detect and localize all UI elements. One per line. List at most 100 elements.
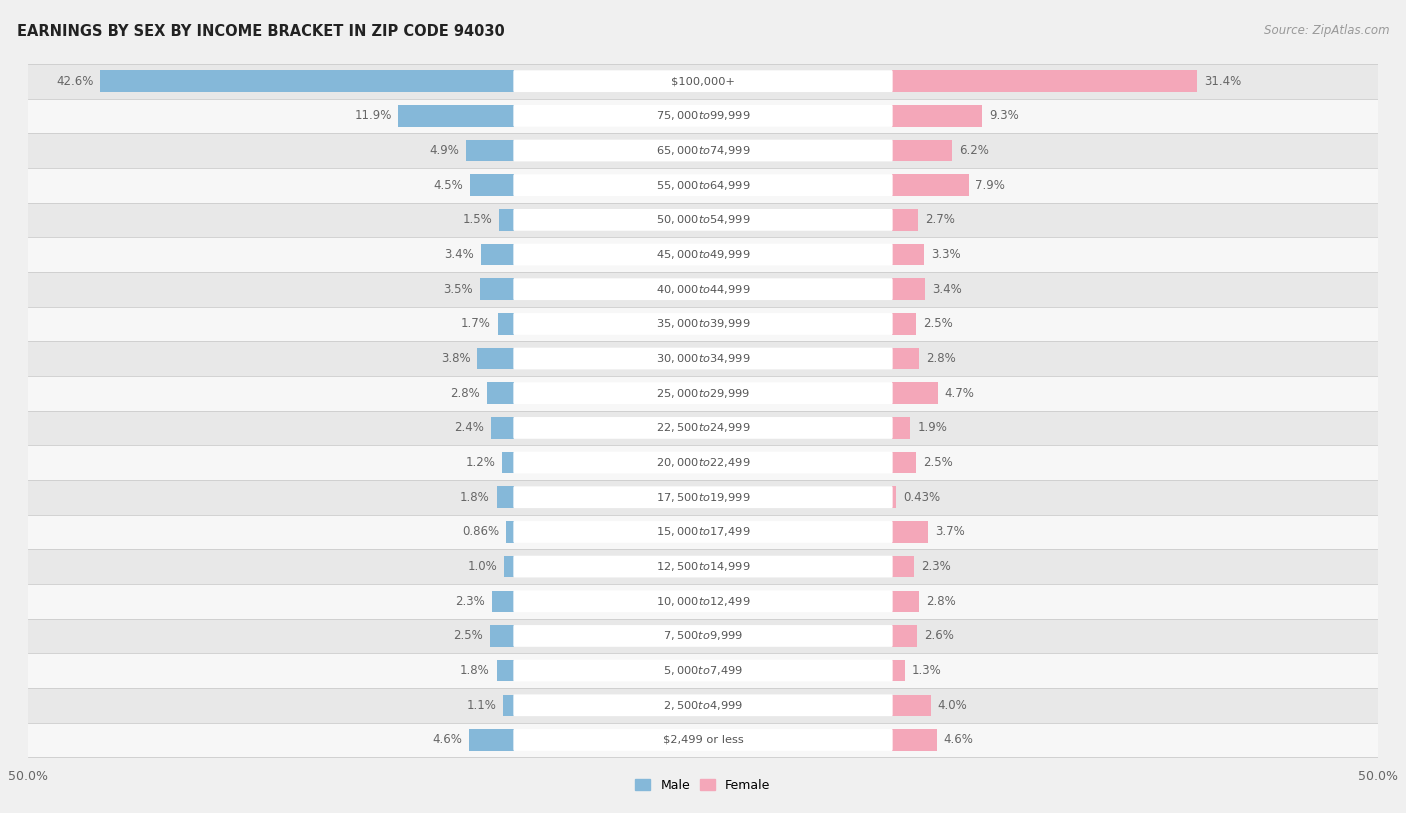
Text: $2,500 to $4,999: $2,500 to $4,999: [664, 699, 742, 711]
Bar: [891, 660, 904, 681]
Bar: [496, 486, 515, 508]
Bar: [891, 521, 928, 542]
FancyBboxPatch shape: [513, 209, 893, 231]
Bar: [499, 209, 515, 231]
Bar: [503, 694, 515, 716]
Bar: [28, 237, 1378, 272]
Text: $5,000 to $7,499: $5,000 to $7,499: [664, 664, 742, 677]
Bar: [891, 417, 911, 439]
Bar: [481, 244, 515, 265]
Text: 4.9%: 4.9%: [430, 144, 460, 157]
FancyBboxPatch shape: [513, 140, 893, 162]
FancyBboxPatch shape: [513, 694, 893, 716]
Text: 1.9%: 1.9%: [917, 421, 948, 434]
Bar: [470, 729, 515, 750]
FancyBboxPatch shape: [513, 70, 893, 92]
FancyBboxPatch shape: [513, 313, 893, 335]
Text: $10,000 to $12,499: $10,000 to $12,499: [655, 595, 751, 608]
Text: $20,000 to $22,499: $20,000 to $22,499: [655, 456, 751, 469]
Bar: [28, 619, 1378, 654]
Bar: [28, 202, 1378, 237]
FancyBboxPatch shape: [513, 382, 893, 404]
Bar: [470, 175, 515, 196]
Bar: [477, 348, 515, 369]
Bar: [28, 167, 1378, 202]
Text: Source: ZipAtlas.com: Source: ZipAtlas.com: [1264, 24, 1389, 37]
Bar: [479, 279, 515, 300]
Text: EARNINGS BY SEX BY INCOME BRACKET IN ZIP CODE 94030: EARNINGS BY SEX BY INCOME BRACKET IN ZIP…: [17, 24, 505, 39]
Text: 4.7%: 4.7%: [945, 387, 974, 400]
Text: 1.1%: 1.1%: [467, 699, 496, 711]
Text: 7.9%: 7.9%: [976, 179, 1005, 192]
Bar: [28, 376, 1378, 411]
Bar: [505, 556, 515, 577]
Bar: [891, 486, 896, 508]
Text: $65,000 to $74,999: $65,000 to $74,999: [655, 144, 751, 157]
Bar: [28, 446, 1378, 480]
Bar: [891, 625, 917, 646]
Text: 4.0%: 4.0%: [938, 699, 967, 711]
FancyBboxPatch shape: [513, 556, 893, 577]
Text: $30,000 to $34,999: $30,000 to $34,999: [655, 352, 751, 365]
Bar: [498, 313, 515, 335]
Text: 31.4%: 31.4%: [1204, 75, 1241, 88]
Bar: [489, 625, 515, 646]
Text: 3.7%: 3.7%: [935, 525, 965, 538]
Bar: [491, 417, 515, 439]
Text: $45,000 to $49,999: $45,000 to $49,999: [655, 248, 751, 261]
Bar: [28, 515, 1378, 550]
Text: 3.4%: 3.4%: [932, 283, 962, 296]
Text: $50,000 to $54,999: $50,000 to $54,999: [655, 213, 751, 226]
Text: $35,000 to $39,999: $35,000 to $39,999: [655, 317, 751, 330]
Text: 2.8%: 2.8%: [927, 352, 956, 365]
Bar: [891, 382, 938, 404]
Text: 2.3%: 2.3%: [921, 560, 950, 573]
Bar: [28, 272, 1378, 307]
Text: 1.3%: 1.3%: [911, 664, 941, 677]
Bar: [891, 313, 917, 335]
Text: 2.7%: 2.7%: [925, 213, 955, 226]
Bar: [502, 452, 515, 473]
Text: 2.8%: 2.8%: [450, 387, 479, 400]
Text: 9.3%: 9.3%: [988, 110, 1019, 122]
Bar: [891, 175, 969, 196]
Bar: [891, 556, 914, 577]
Bar: [28, 550, 1378, 584]
Text: $15,000 to $17,499: $15,000 to $17,499: [655, 525, 751, 538]
Bar: [28, 133, 1378, 167]
Text: 4.6%: 4.6%: [943, 733, 973, 746]
Text: 2.8%: 2.8%: [927, 595, 956, 608]
Text: 1.5%: 1.5%: [463, 213, 492, 226]
Bar: [891, 244, 924, 265]
Text: 42.6%: 42.6%: [56, 75, 93, 88]
Bar: [891, 140, 952, 161]
Text: 3.3%: 3.3%: [931, 248, 960, 261]
Text: 2.3%: 2.3%: [456, 595, 485, 608]
Bar: [28, 654, 1378, 688]
Text: 2.5%: 2.5%: [453, 629, 484, 642]
Text: 6.2%: 6.2%: [959, 144, 988, 157]
FancyBboxPatch shape: [513, 105, 893, 127]
Bar: [891, 590, 920, 612]
Legend: Male, Female: Male, Female: [630, 774, 776, 797]
Text: 1.8%: 1.8%: [460, 664, 489, 677]
Bar: [398, 105, 515, 127]
Bar: [891, 348, 920, 369]
Text: $17,500 to $19,999: $17,500 to $19,999: [655, 491, 751, 504]
Text: $75,000 to $99,999: $75,000 to $99,999: [655, 110, 751, 122]
Text: 1.8%: 1.8%: [460, 491, 489, 504]
Bar: [28, 723, 1378, 757]
Text: 0.43%: 0.43%: [903, 491, 941, 504]
Text: 2.5%: 2.5%: [922, 456, 953, 469]
Bar: [496, 660, 515, 681]
FancyBboxPatch shape: [513, 659, 893, 681]
FancyBboxPatch shape: [513, 244, 893, 265]
Bar: [28, 341, 1378, 376]
Text: 4.5%: 4.5%: [434, 179, 464, 192]
Bar: [28, 688, 1378, 723]
FancyBboxPatch shape: [513, 348, 893, 369]
Text: 1.0%: 1.0%: [468, 560, 498, 573]
Text: $100,000+: $100,000+: [671, 76, 735, 86]
Text: $40,000 to $44,999: $40,000 to $44,999: [655, 283, 751, 296]
Text: 2.4%: 2.4%: [454, 421, 484, 434]
